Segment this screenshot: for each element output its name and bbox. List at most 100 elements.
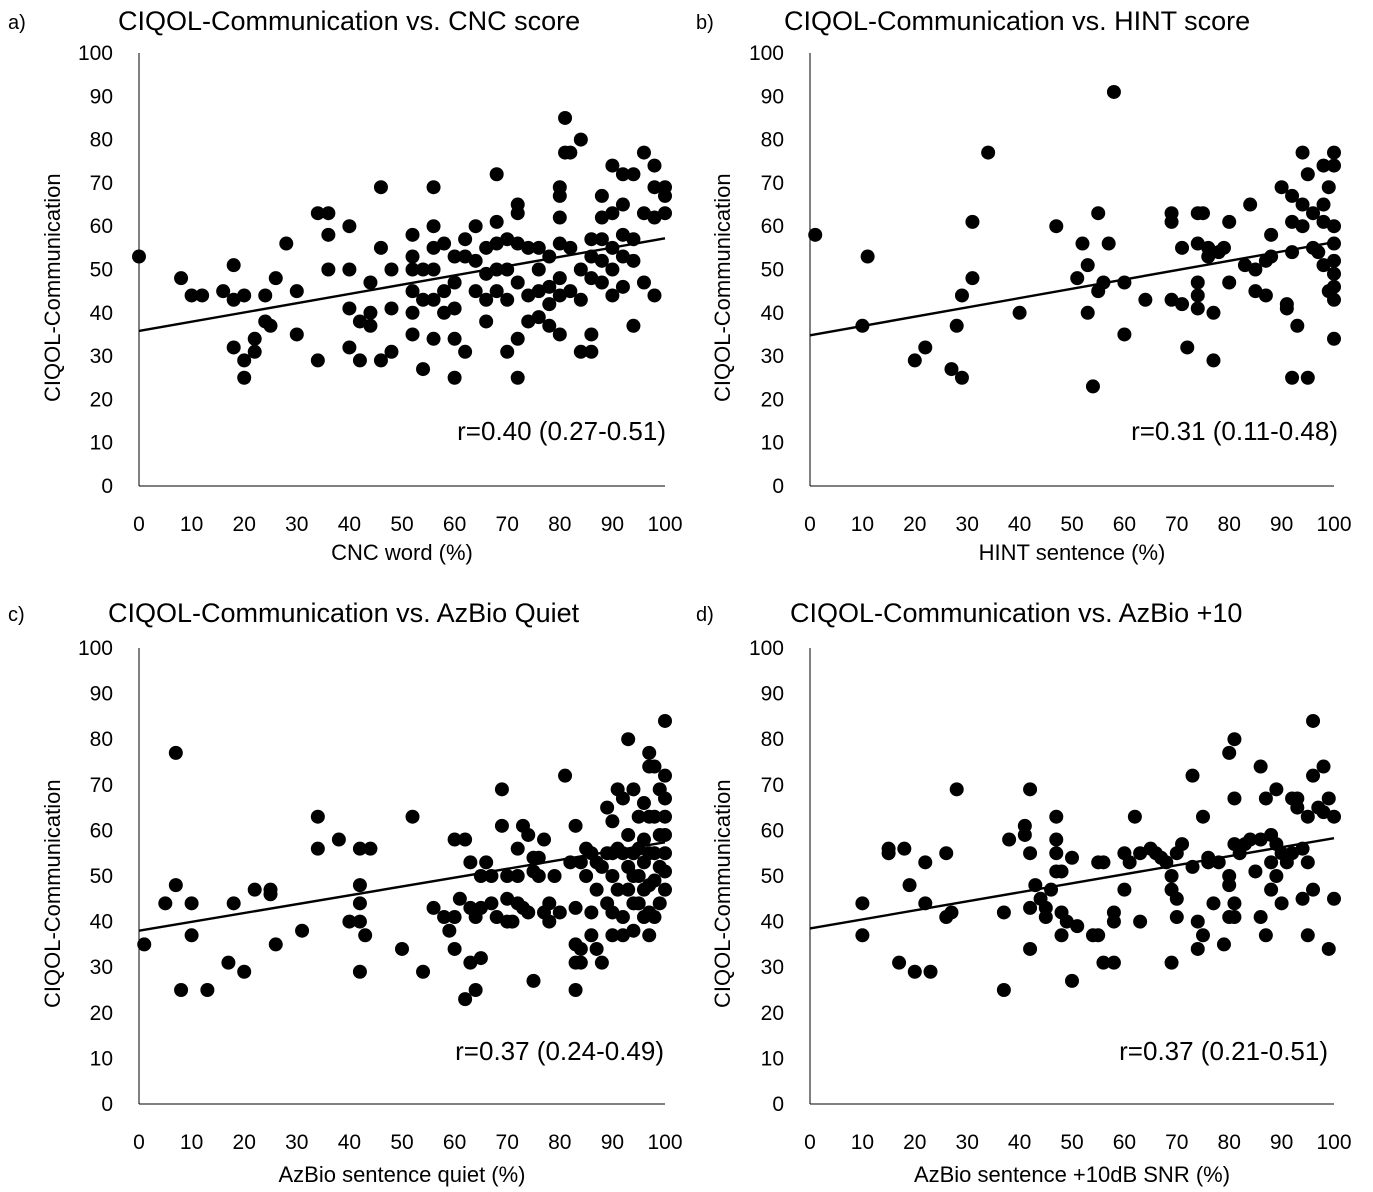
data-point	[247, 344, 262, 359]
data-point	[594, 275, 609, 290]
data-point	[1175, 837, 1190, 852]
data-point	[647, 759, 662, 774]
x-tick-label: 30	[956, 1131, 979, 1154]
x-tick-label: 10	[851, 1131, 874, 1154]
data-point	[1285, 846, 1300, 861]
y-tick-label: 10	[761, 432, 784, 455]
data-point	[579, 869, 594, 883]
y-tick-label: 10	[761, 1047, 784, 1070]
data-point	[405, 227, 420, 242]
x-tick-label: 60	[1113, 1131, 1136, 1154]
data-point	[1311, 245, 1326, 260]
data-point	[1253, 832, 1268, 847]
data-point	[1164, 292, 1179, 307]
y-tick-label: 10	[90, 1047, 113, 1070]
data-point	[1248, 262, 1263, 277]
data-point	[510, 869, 525, 883]
data-point	[321, 262, 336, 277]
data-point	[458, 344, 473, 359]
data-point	[405, 809, 420, 824]
y-tick-label: 80	[90, 728, 113, 751]
data-point	[1054, 928, 1069, 943]
y-tick-label: 0	[772, 475, 784, 498]
y-tick-label: 90	[761, 683, 784, 706]
data-point	[1227, 896, 1242, 911]
data-point	[1196, 809, 1210, 824]
data-point	[1133, 846, 1148, 861]
data-point	[542, 896, 557, 911]
panel-b: b) CIQOL-Communication vs. HINT score 0 1…	[686, 0, 1373, 596]
data-point	[621, 732, 636, 747]
data-point	[1269, 869, 1284, 883]
data-point	[1133, 914, 1148, 929]
data-point	[1106, 955, 1121, 970]
data-point	[558, 110, 573, 125]
data-point	[918, 855, 933, 870]
data-point	[647, 809, 662, 824]
data-point	[168, 878, 183, 893]
y-axis-title: CIQOL-Communication	[40, 173, 65, 402]
data-point	[1196, 206, 1210, 221]
data-point	[342, 340, 357, 355]
data-point	[137, 937, 152, 952]
chart-title: CIQOL-Communication vs. AzBio Quiet	[108, 598, 580, 628]
data-point	[331, 832, 346, 847]
data-point	[268, 271, 283, 286]
data-point	[1070, 271, 1085, 286]
data-point	[510, 370, 525, 385]
data-point	[1327, 279, 1341, 294]
data-point	[1190, 288, 1205, 303]
data-point	[1201, 855, 1216, 870]
data-point	[647, 288, 662, 303]
data-point	[563, 284, 578, 299]
data-point	[1321, 791, 1336, 806]
data-point	[526, 973, 541, 988]
data-point	[132, 249, 146, 264]
data-point	[458, 992, 473, 1007]
data-point	[473, 951, 488, 966]
data-point	[615, 846, 630, 861]
x-tick-label: 70	[496, 1131, 519, 1154]
data-point	[521, 314, 536, 329]
data-point	[1206, 896, 1221, 911]
data-point	[1327, 891, 1341, 906]
x-tick-label: 50	[390, 1131, 413, 1154]
data-point	[605, 905, 620, 920]
data-point	[473, 900, 488, 915]
y-tick-label: 100	[749, 42, 784, 65]
data-point	[1258, 928, 1273, 943]
x-tick-label: 90	[1270, 1131, 1293, 1154]
data-point	[452, 891, 467, 906]
data-point	[447, 941, 462, 956]
data-point	[552, 188, 567, 203]
y-tick-label: 80	[761, 129, 784, 152]
data-point	[600, 800, 615, 815]
data-point	[363, 841, 378, 856]
data-point	[500, 262, 515, 277]
data-point	[1327, 236, 1341, 251]
data-point	[1185, 768, 1200, 783]
data-point	[860, 249, 875, 264]
data-point	[1070, 919, 1085, 934]
data-point	[342, 914, 357, 929]
data-point	[531, 240, 546, 255]
x-tick-label: 10	[180, 1131, 203, 1154]
data-point	[1201, 249, 1216, 264]
x-tick-label: 50	[1060, 1131, 1083, 1154]
data-point	[855, 928, 870, 943]
data-point	[1012, 305, 1027, 320]
data-point	[552, 210, 567, 225]
x-tick-label: 80	[548, 1131, 571, 1154]
data-point	[479, 240, 494, 255]
y-tick-label: 40	[90, 911, 113, 934]
data-point	[1295, 891, 1310, 906]
data-point	[447, 370, 462, 385]
data-point	[647, 210, 662, 225]
data-point	[855, 318, 870, 333]
data-point	[1159, 855, 1174, 870]
data-point	[442, 923, 457, 938]
data-point	[447, 832, 462, 847]
data-point	[168, 745, 183, 760]
data-point	[584, 232, 599, 247]
data-point	[537, 832, 552, 847]
